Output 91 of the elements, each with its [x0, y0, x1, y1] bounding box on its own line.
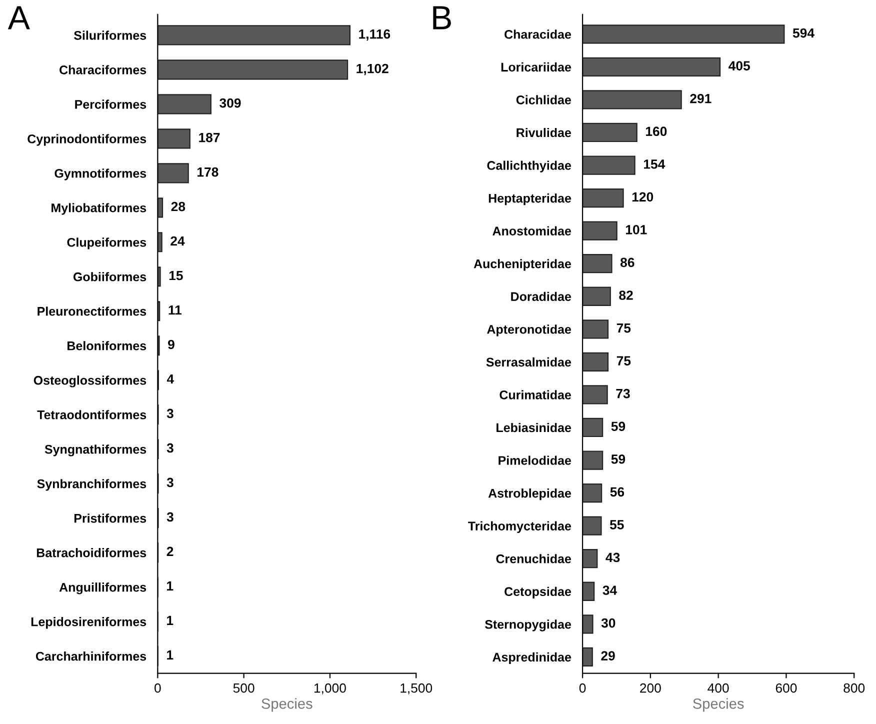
- data-label: 187: [199, 132, 220, 142]
- y-tick-label: Anguilliformes: [59, 582, 146, 594]
- data-label: 154: [644, 160, 666, 169]
- y-tick-label: Curimatidae: [500, 390, 572, 400]
- y-tick-label: Siluriformes: [74, 30, 146, 40]
- y-tick-label: Cetopsidae: [504, 586, 572, 598]
- y-tick-label: Apteronotidae: [487, 324, 572, 336]
- y-tick-label: Lebiasinidae: [496, 422, 572, 432]
- y-tick-label: Loricariidae: [501, 62, 572, 72]
- y-tick-label: Cyprinodontiformes: [28, 134, 146, 146]
- data-label: 28: [171, 202, 186, 212]
- y-tick-label: Gymnotiformes: [54, 168, 146, 180]
- x-tick-label: 800: [844, 683, 865, 693]
- data-label: 1: [167, 616, 174, 625]
- data-label: 82: [619, 290, 633, 300]
- y-tick-label: Osteoglossiformes: [34, 376, 146, 388]
- data-label: 75: [616, 356, 631, 366]
- data-label: 3: [166, 478, 174, 488]
- data-label: 1,116: [359, 29, 390, 41]
- y-tick-label: Syngnathiformes: [44, 444, 146, 456]
- chart-title: A: [8, 6, 30, 30]
- data-label: 1: [167, 581, 174, 590]
- y-tick-label: Lepidosireniformes: [31, 617, 146, 629]
- chart-title: B: [433, 6, 451, 30]
- y-tick-label: Crenuchidae: [496, 554, 572, 564]
- y-tick-label: Sternopygidae: [484, 620, 572, 632]
- data-label: 291: [690, 94, 712, 104]
- y-tick-label: Myliobatiformes: [52, 203, 146, 215]
- data-label: 3: [166, 408, 174, 418]
- data-label: 3: [166, 512, 174, 522]
- y-tick-label: Perciformes: [75, 100, 146, 109]
- data-label: 101: [626, 225, 647, 234]
- x-tick-label: 1,000: [314, 683, 346, 694]
- data-label: 1: [167, 650, 174, 660]
- data-label: 24: [170, 236, 185, 246]
- data-label: 30: [601, 618, 616, 628]
- y-tick-label: Serrasalmidae: [486, 357, 572, 367]
- y-tick-label: Auchenipteridae: [474, 259, 572, 271]
- x-tick-label: 200: [640, 683, 661, 693]
- data-label: 3: [166, 443, 174, 453]
- data-label: 59: [611, 422, 626, 432]
- data-label: 29: [601, 651, 615, 660]
- data-label: 86: [620, 258, 634, 268]
- data-label: 15: [169, 270, 183, 280]
- data-label: 120: [632, 192, 654, 202]
- data-label: 34: [602, 586, 618, 595]
- x-tick-label: 0: [154, 683, 161, 693]
- y-tick-label: Batrachoidiformes: [36, 548, 146, 558]
- y-tick-label: Pleuronectiformes: [38, 306, 146, 316]
- data-label: 405: [728, 61, 750, 70]
- y-tick-label: Characiformes: [60, 65, 146, 74]
- data-label: 11: [168, 305, 182, 315]
- x-tick-label: 500: [233, 683, 254, 693]
- data-label: 55: [610, 520, 624, 530]
- y-tick-label: Callichthyidae: [487, 160, 572, 172]
- y-tick-label: Heptapteridae: [488, 194, 572, 206]
- y-tick-label: Rivulidae: [516, 128, 572, 138]
- data-label: 75: [616, 323, 631, 333]
- y-tick-label: Beloniformes: [68, 341, 146, 350]
- y-tick-label: Anostomidae: [492, 226, 572, 236]
- data-label: 309: [220, 98, 241, 108]
- data-label: 43: [606, 552, 620, 562]
- x-tick-label: 600: [776, 683, 797, 693]
- data-label: 73: [616, 388, 630, 398]
- x-axis-title: Species: [262, 698, 312, 712]
- y-tick-label: Astroblepidae: [488, 488, 572, 500]
- y-tick-label: Doradidae: [511, 292, 572, 302]
- y-tick-label: Gobiiformes: [73, 272, 146, 282]
- x-tick-label: 0: [579, 683, 586, 693]
- y-tick-label: Pimelodidae: [498, 456, 572, 465]
- data-label: 59: [611, 454, 626, 464]
- x-tick-label: 1,500: [400, 683, 432, 694]
- data-label: 9: [168, 340, 174, 350]
- data-label: 56: [610, 487, 624, 497]
- y-tick-label: Tetraodontiformes: [37, 410, 146, 420]
- data-label: 178: [198, 167, 218, 177]
- y-tick-label: Synbranchiformes: [37, 479, 146, 491]
- data-label: 4: [166, 374, 174, 384]
- y-tick-label: Aspredinidae: [492, 652, 572, 664]
- y-tick-label: Carcharhiniformes: [36, 652, 146, 661]
- y-tick-label: Pristiformes: [74, 514, 146, 523]
- y-tick-label: Trichomycteridae: [468, 521, 572, 533]
- y-tick-label: Clupeiformes: [67, 238, 146, 250]
- y-tick-label: Cichlidae: [516, 95, 572, 104]
- data-label: 1,102: [356, 64, 388, 76]
- data-label: 160: [646, 126, 667, 136]
- x-axis-title: Species: [693, 698, 744, 712]
- x-tick-label: 400: [708, 683, 729, 693]
- data-label: 594: [792, 28, 814, 38]
- y-tick-label: Characidae: [504, 30, 572, 39]
- data-label: 2: [166, 546, 174, 556]
